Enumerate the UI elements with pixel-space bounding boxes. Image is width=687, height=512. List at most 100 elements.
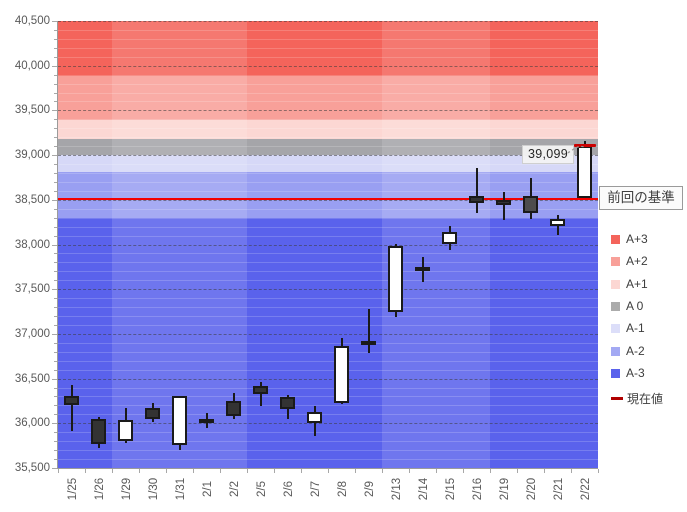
major-gridline	[58, 21, 598, 22]
candle-body-2-8	[334, 346, 349, 403]
minor-gridline	[58, 298, 598, 299]
y-axis-tick	[52, 379, 57, 380]
candle-body-2-16	[469, 196, 484, 203]
y-axis-tick	[54, 271, 57, 272]
minor-gridline	[58, 39, 598, 40]
x-tick-label: 2/9	[364, 481, 376, 497]
legend-swatch	[611, 323, 620, 333]
x-tick-label: 2/15	[445, 477, 457, 501]
band-a-2	[58, 172, 598, 219]
candle-body-2-2	[226, 401, 241, 416]
y-axis-tick	[54, 361, 57, 362]
current-value-annotation: 39,099	[522, 145, 575, 164]
x-axis-tick	[409, 469, 410, 473]
candle-body-2-19	[496, 200, 511, 205]
candle-body-2-6	[280, 397, 295, 409]
y-axis-tick	[54, 93, 57, 94]
y-tick-label: 40,500	[14, 15, 50, 27]
candle-body-2-1	[199, 419, 214, 423]
minor-gridline	[58, 101, 598, 102]
y-axis-tick	[54, 343, 57, 344]
minor-gridline	[58, 262, 598, 263]
y-axis-tick	[54, 370, 57, 371]
legend-label: A+2	[626, 254, 648, 268]
legend-swatch	[611, 256, 620, 266]
x-axis-tick	[382, 469, 383, 473]
minor-gridline	[58, 441, 598, 442]
y-axis-tick	[54, 352, 57, 353]
major-gridline	[58, 379, 598, 380]
x-axis-tick	[139, 469, 140, 473]
y-axis-tick	[54, 101, 57, 102]
minor-gridline	[58, 84, 598, 85]
legend-swatch	[611, 346, 620, 356]
x-axis-tick	[247, 469, 248, 473]
legend-swatch	[611, 301, 620, 311]
y-tick-label: 39,500	[14, 104, 50, 116]
minor-gridline	[58, 459, 598, 460]
x-tick-label: 2/1	[202, 481, 214, 497]
y-axis-tick	[54, 396, 57, 397]
minor-gridline	[58, 253, 598, 254]
minor-gridline	[58, 325, 598, 326]
y-axis-tick	[54, 388, 57, 389]
minor-gridline	[58, 271, 598, 272]
y-axis-tick	[54, 298, 57, 299]
legend-swatch	[611, 234, 620, 244]
y-axis-line	[57, 21, 58, 469]
y-axis-tick	[54, 441, 57, 442]
minor-gridline	[58, 146, 598, 147]
y-tick-label: 35,500	[14, 462, 50, 474]
y-axis-tick	[54, 459, 57, 460]
annotation-leader-line	[562, 145, 586, 155]
minor-gridline	[58, 307, 598, 308]
minor-gridline	[58, 191, 598, 192]
x-tick-label: 1/25	[67, 477, 79, 501]
x-axis-tick	[193, 469, 194, 473]
minor-gridline	[58, 227, 598, 228]
y-axis-tick	[54, 236, 57, 237]
y-axis-tick	[54, 209, 57, 210]
y-axis-tick	[54, 280, 57, 281]
candle-body-2-21	[550, 219, 565, 226]
x-tick-label: 2/16	[472, 477, 484, 501]
x-axis-tick	[112, 469, 113, 473]
minor-gridline	[58, 414, 598, 415]
y-axis-tick	[54, 450, 57, 451]
x-axis-tick	[328, 469, 329, 473]
legend-item-a+3: A+3	[611, 232, 648, 246]
x-axis-tick	[517, 469, 518, 473]
x-axis-tick	[544, 469, 545, 473]
candle-wick	[476, 168, 478, 213]
candle-body-2-14	[415, 267, 430, 271]
minor-gridline	[58, 119, 598, 120]
y-tick-label: 37,500	[14, 283, 50, 295]
x-tick-label: 2/13	[391, 477, 403, 501]
y-axis-tick	[52, 110, 57, 111]
candle-body-2-22	[577, 146, 592, 198]
y-axis-tick	[52, 21, 57, 22]
y-axis-tick	[52, 423, 57, 424]
candle-body-2-20	[523, 196, 538, 213]
y-axis-tick	[54, 75, 57, 76]
legend-item-a0: A 0	[611, 299, 643, 313]
y-axis-tick	[54, 316, 57, 317]
x-tick-label: 2/8	[337, 481, 349, 497]
minor-gridline	[58, 352, 598, 353]
minor-gridline	[58, 164, 598, 165]
y-axis-tick	[52, 468, 57, 469]
x-tick-label: 2/19	[499, 477, 511, 501]
candle-body-2-15	[442, 232, 457, 244]
x-tick-label: 2/21	[553, 477, 565, 501]
band-a-1	[58, 155, 598, 173]
candle-body-2-9	[361, 341, 376, 345]
x-tick-label: 2/5	[256, 481, 268, 497]
y-axis-tick	[52, 66, 57, 67]
legend-label: A-1	[626, 321, 645, 335]
y-axis-tick	[52, 200, 57, 201]
x-tick-label: 2/2	[229, 481, 241, 497]
y-axis-tick	[54, 414, 57, 415]
x-axis-line	[57, 468, 598, 469]
y-tick-label: 38,500	[14, 194, 50, 206]
